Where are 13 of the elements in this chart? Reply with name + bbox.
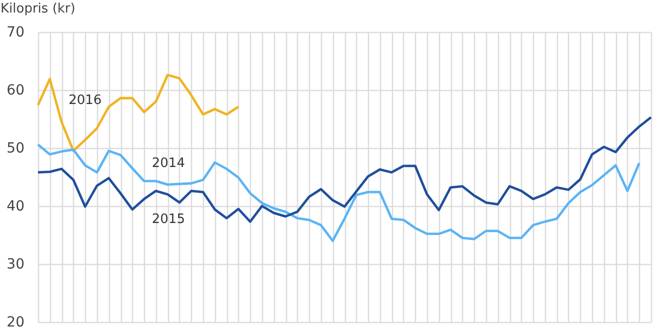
series-label: 2015 (152, 212, 185, 227)
y-tick-label: 40 (6, 198, 24, 214)
line-series (36, 74, 240, 152)
y-tick-label: 60 (6, 82, 24, 98)
line-series (36, 116, 652, 223)
y-tick-label: 30 (6, 256, 24, 272)
y-tick-label: 20 (6, 314, 24, 329)
series-label: 2016 (68, 92, 102, 108)
line-series (36, 143, 640, 242)
y-tick-label: 50 (6, 140, 24, 156)
y-tick-label: 70 (6, 24, 24, 40)
y-axis-title: Kilopris (kr) (0, 2, 76, 16)
series-label: 2014 (152, 156, 185, 172)
